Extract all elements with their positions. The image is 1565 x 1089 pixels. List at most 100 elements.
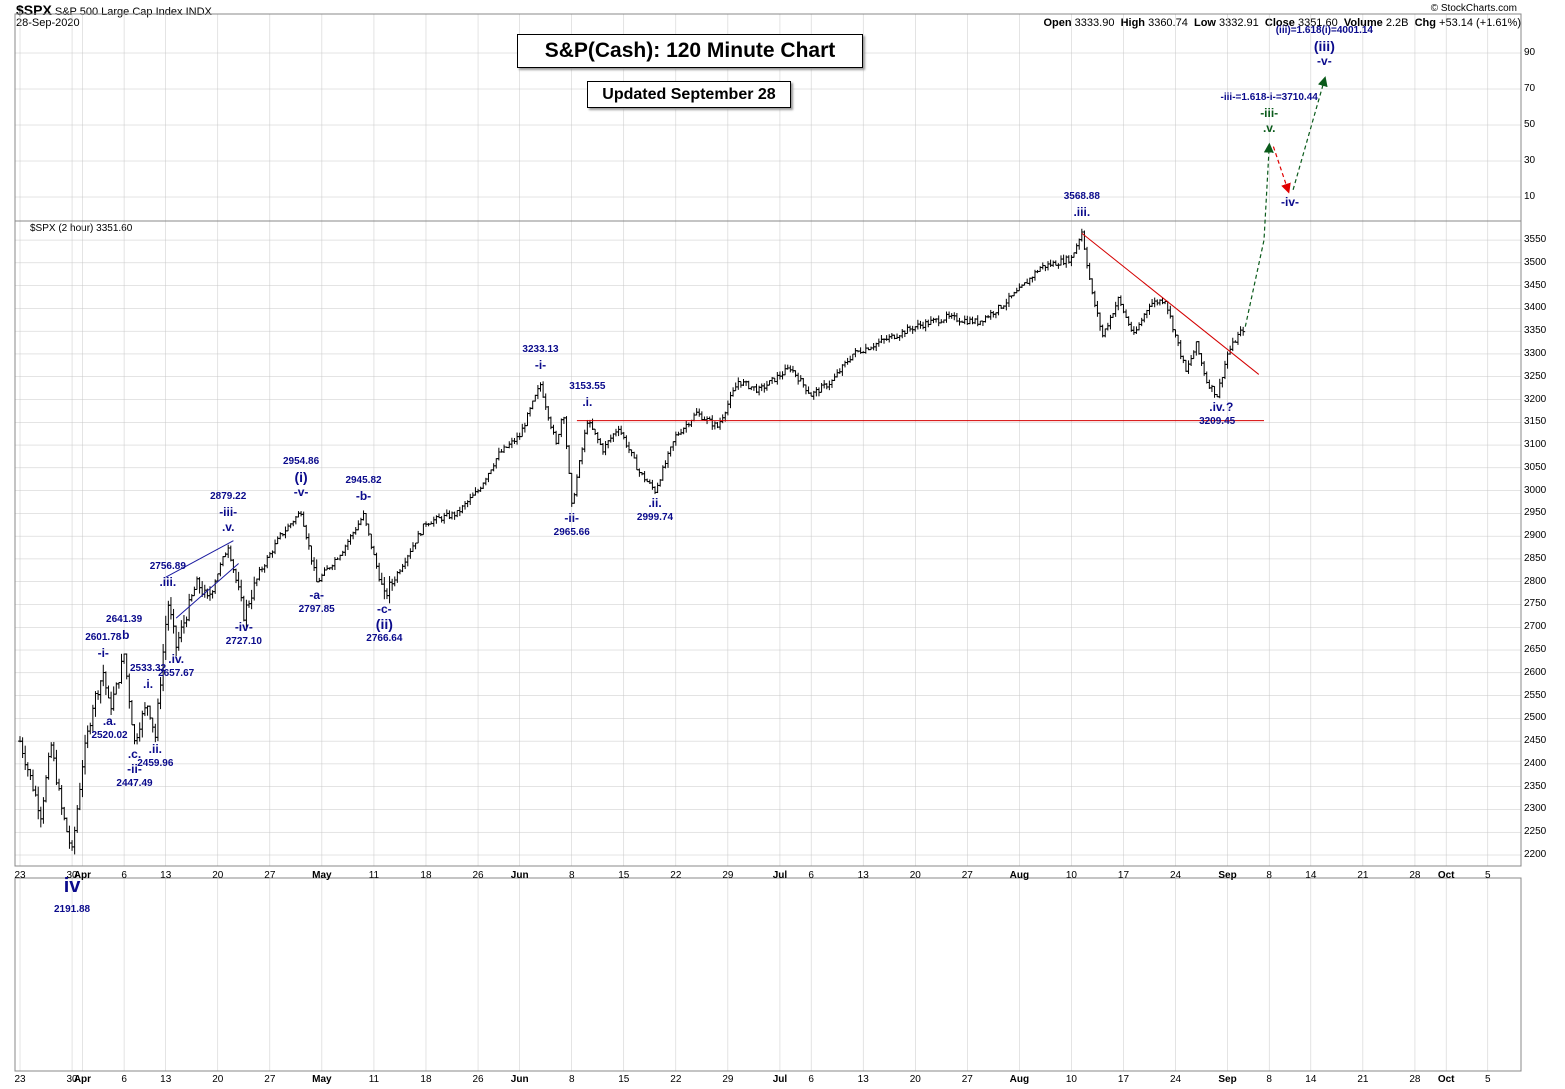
ohlc-bar <box>106 685 111 699</box>
ohlc-bar <box>36 786 41 820</box>
x-tick-label: 20 <box>909 870 921 881</box>
ohlc-bar <box>738 381 743 388</box>
ohlc-bar <box>197 577 202 594</box>
x-tick-label: Jul <box>772 870 788 881</box>
ohlc-bar <box>226 544 231 558</box>
ohlc-bar <box>790 365 795 373</box>
ohlc-bar <box>1222 360 1227 380</box>
wave-label-9-b: 2727.10 <box>225 635 262 647</box>
ohlc-bar <box>1103 328 1108 338</box>
y-tick-label: 3500 <box>1524 256 1547 268</box>
wave-label-7-b: 2657.67 <box>158 667 195 679</box>
ohlc-bar <box>322 567 327 576</box>
wave-label-23-a: (iii)=1.618(i)=4001.14 <box>1275 25 1374 36</box>
ohlc-bar <box>515 432 520 445</box>
wave-label-13-a: -c- <box>377 601 392 616</box>
ohlc-bar <box>408 548 413 559</box>
wave-label-9-a: -iv- <box>234 619 253 634</box>
wave-label-4-b: .i. <box>143 677 154 692</box>
ohlc-bar <box>38 806 43 828</box>
y-tick-label: 2200 <box>1524 849 1547 860</box>
ohlc-bar <box>44 775 49 803</box>
ohlc-bar <box>455 510 460 518</box>
ohlc-bar <box>520 423 525 438</box>
ohlc-bar <box>788 365 793 373</box>
upper-tick-label: 70 <box>1524 83 1536 94</box>
ohlc-bar <box>1043 265 1048 272</box>
ohlc-bar <box>379 572 384 585</box>
ohlc-bar <box>109 691 114 715</box>
wave-label-2-a: 2641.39 <box>106 613 143 625</box>
ohlc-bar <box>577 460 582 479</box>
ohlc-bar <box>153 723 158 743</box>
high-label: High <box>1120 17 1146 29</box>
wave-label-1-b: 2520.02 <box>91 730 128 742</box>
ohlc-bar <box>1144 309 1149 319</box>
ohlc-bar <box>390 578 395 591</box>
y-tick-label: 2550 <box>1524 689 1547 701</box>
ohlc-bar <box>1196 341 1201 355</box>
ohlc-bar <box>936 315 941 327</box>
ohlc-bar <box>915 319 920 330</box>
ohlc-bar <box>905 324 910 335</box>
ohlc-bar <box>921 321 926 330</box>
ohlc-bar <box>270 550 275 558</box>
ohlc-bar <box>543 393 548 410</box>
ohlc-bar <box>252 576 257 601</box>
x-tick-label: 15 <box>618 870 630 881</box>
ohlc-bar <box>606 440 611 449</box>
ohlc-bar <box>1098 312 1103 331</box>
ohlc-bar <box>947 311 952 319</box>
ohlc-bar <box>692 412 697 422</box>
ohlc-bar <box>803 384 808 395</box>
ohlc-bar <box>20 737 25 759</box>
ohlc-bar <box>1074 243 1079 254</box>
x-tick-label: Aug <box>1009 870 1030 881</box>
ohlc-bar <box>988 309 993 320</box>
ohlc-bar <box>23 745 28 770</box>
ohlc-bar <box>299 511 304 517</box>
ohlc-bar <box>1212 385 1217 398</box>
ohlc-bar <box>668 446 673 457</box>
ohlc-bar <box>1199 353 1204 366</box>
upper-tick-label: 90 <box>1524 47 1536 58</box>
ohlc-bar <box>64 817 69 833</box>
open-value: 3333.90 <box>1074 17 1115 29</box>
ohlc-bar <box>996 304 1001 316</box>
ohlc-bar <box>179 620 184 643</box>
wave-label-10-b: (i) <box>294 469 308 486</box>
proj-to-v-arrow <box>1292 76 1328 190</box>
ohlc-bar <box>884 335 889 341</box>
ohlc-bar <box>283 526 288 539</box>
upper-tick-label: 30 <box>1524 155 1536 166</box>
ohlc-bar <box>150 717 155 733</box>
chart-subtitle: Updated September 28 <box>587 81 791 108</box>
ohlc-bar <box>764 380 769 391</box>
wave-label-14-b: -i- <box>534 358 547 373</box>
x-tick-label-lower: Jul <box>772 1074 788 1085</box>
x-tick-label: 30 <box>66 870 78 881</box>
x-tick-label: Jun <box>510 870 529 881</box>
ohlc-bar <box>1079 228 1084 242</box>
y-tick-label: 3150 <box>1524 416 1547 428</box>
ohlc-bar <box>1006 292 1011 308</box>
ohlc-bar <box>507 441 512 449</box>
ohlc-bar <box>254 578 259 587</box>
wave-label-20-a: ? <box>1225 400 1234 415</box>
x-tick-label: Sep <box>1218 870 1237 881</box>
ohlc-bar <box>158 677 163 710</box>
ohlc-bar <box>49 742 54 758</box>
ohlc-bar <box>736 377 741 390</box>
ohlc-bar <box>192 586 197 597</box>
wave-label-15-b: 2965.66 <box>553 527 590 539</box>
ohlc-bar <box>119 653 124 684</box>
ohlc-bar <box>286 523 291 532</box>
x-tick-label-lower: 11 <box>368 1074 380 1085</box>
ohlc-bar <box>718 417 723 430</box>
ohlc-bar <box>340 550 345 556</box>
ohlc-bar <box>720 414 725 424</box>
ohlc-bar <box>1173 329 1178 338</box>
x-tick-label-lower: 8 <box>1266 1074 1272 1085</box>
ohlc-bar <box>93 691 98 717</box>
x-tick-label: 6 <box>121 870 127 881</box>
